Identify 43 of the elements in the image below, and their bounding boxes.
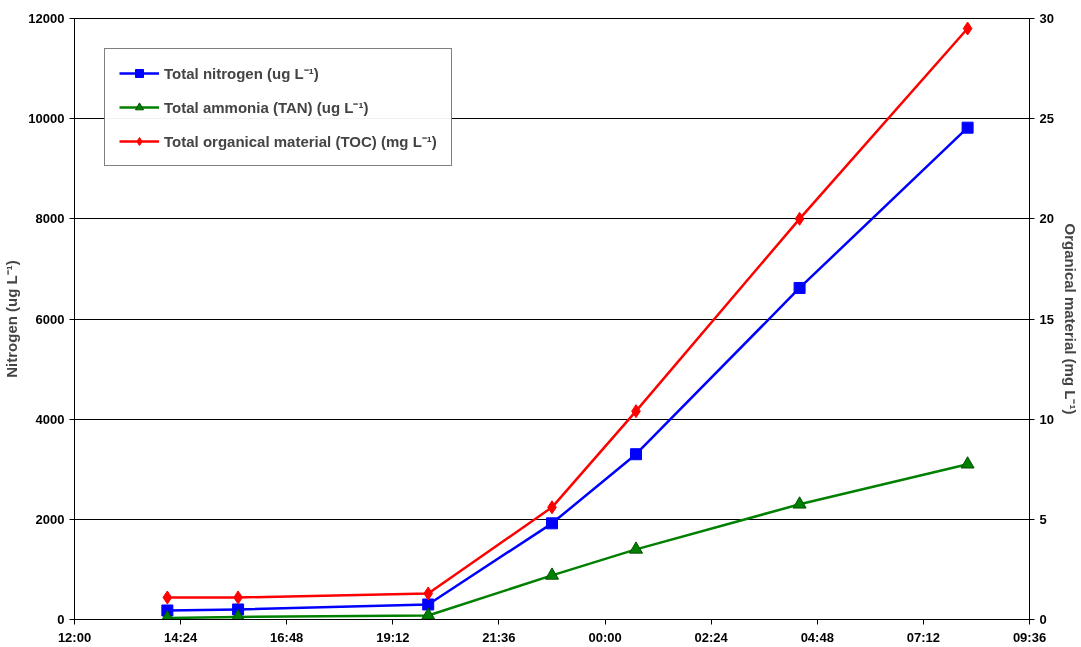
point	[545, 567, 559, 580]
point	[629, 541, 643, 554]
y2-tick-label: 15	[1039, 311, 1054, 327]
x-tick-label: 19:12	[376, 629, 410, 645]
legend-label: Total ammonia (TAN) (ug L⁻¹)	[164, 98, 369, 117]
x-tick-label: 14:24	[163, 629, 199, 645]
x-tick-label: 07:12	[906, 629, 941, 645]
point	[630, 448, 642, 461]
point	[423, 586, 434, 601]
y2-tick-label: 20	[1039, 211, 1054, 227]
x-tick-label: 09:36	[1012, 629, 1047, 645]
legend-label: Total organical material (TOC) (mg L⁻¹)	[164, 132, 437, 151]
y2-tick-label: 10	[1039, 411, 1054, 427]
point	[794, 211, 805, 226]
point	[793, 281, 806, 294]
y-tick-label: 8000	[35, 211, 65, 227]
x-tick-label: 00:00	[588, 629, 622, 645]
x-tick-label: 21:36	[482, 629, 516, 645]
x-tick-label: 04:48	[800, 629, 834, 645]
point	[961, 121, 974, 134]
y2-tick-label: 25	[1039, 111, 1054, 127]
y-tick-label: 12000	[28, 11, 65, 26]
point	[546, 517, 558, 530]
y-tick-label: 6000	[35, 311, 65, 327]
y-tick-label: 0	[57, 612, 65, 627]
point	[962, 21, 973, 36]
point	[422, 598, 435, 611]
y2-axis-title: Organical material (mg L⁻¹)	[1061, 223, 1079, 415]
x-tick-label: 16:48	[270, 629, 304, 645]
y-tick-label: 4000	[35, 411, 65, 427]
y-tick-label: 10000	[28, 111, 65, 127]
point	[162, 590, 173, 605]
point	[792, 496, 807, 509]
point	[421, 607, 436, 620]
x-tick-label: 12:00	[57, 629, 92, 645]
y2-tick-label: 5	[1039, 511, 1047, 527]
legend-label: Total nitrogen (ug L⁻¹)	[164, 64, 319, 83]
y-tick-label: 2000	[35, 511, 65, 527]
x-tick-label: 02:24	[694, 629, 729, 645]
point	[960, 456, 975, 469]
y2-tick-label: 0	[1039, 612, 1047, 627]
y2-tick-label: 30	[1039, 11, 1054, 26]
y-axis-title: Nitrogen (ug L⁻¹)	[3, 260, 21, 378]
